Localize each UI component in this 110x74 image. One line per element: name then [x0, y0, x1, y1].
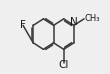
Text: F: F: [20, 20, 26, 30]
Text: CH₃: CH₃: [85, 14, 100, 23]
Text: N: N: [70, 17, 78, 27]
Text: Cl: Cl: [59, 60, 69, 70]
